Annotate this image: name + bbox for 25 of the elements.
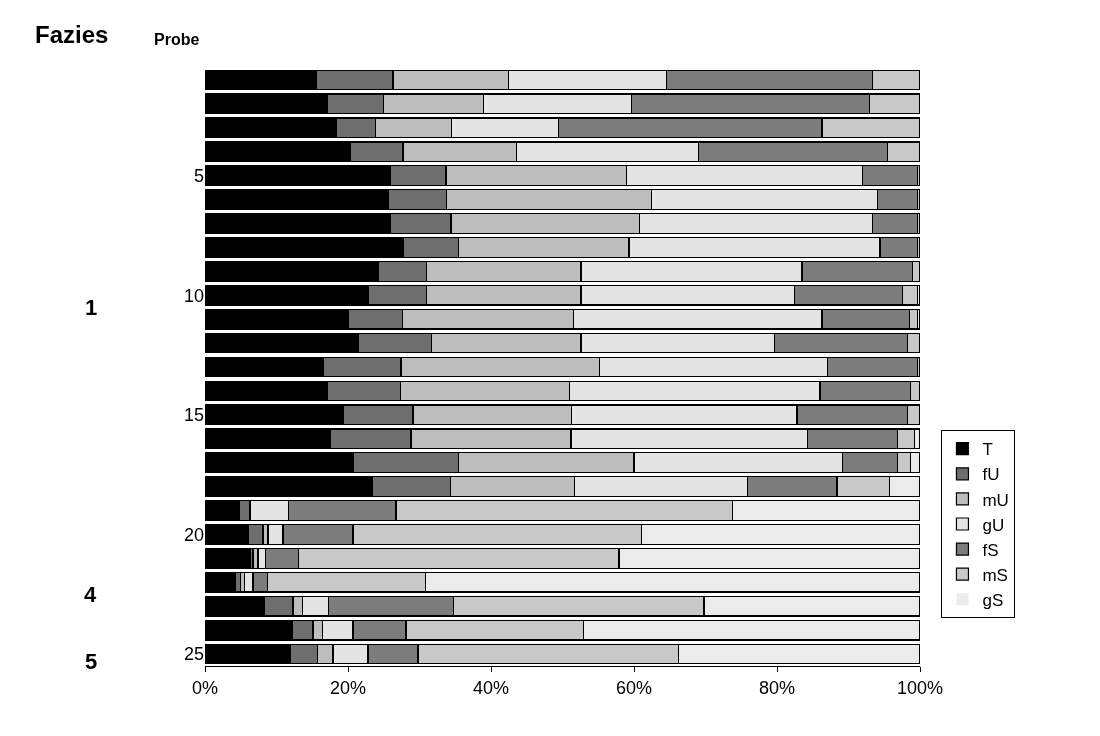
text: 1: [85, 295, 98, 320]
chart-title: Fazies: [35, 21, 109, 48]
legend-label: fS: [982, 540, 999, 560]
x-tick-label: 40%: [472, 677, 510, 698]
legend-label: T: [982, 440, 993, 460]
text: 4: [84, 582, 97, 607]
y-tick-label: 5: [193, 165, 204, 186]
y-tick-label: 20: [183, 524, 204, 545]
bar: [205, 547, 251, 569]
x-tick-label: 0%: [191, 677, 219, 698]
x-tick-label: 20%: [329, 677, 367, 698]
x-tick-label: 60%: [615, 677, 653, 698]
legend-label: mS: [982, 565, 1008, 585]
legend-label: mU: [982, 490, 1009, 510]
y-tick-label: 15: [183, 405, 204, 426]
x-tick-label: 80%: [758, 677, 796, 698]
y-axis-title: Probe: [154, 31, 200, 48]
y-tick-label: 25: [183, 644, 204, 665]
legend-label: fU: [982, 465, 1000, 485]
bar: [205, 571, 236, 593]
legend-label: gU: [982, 515, 1005, 535]
y-tick-label: 10: [183, 285, 204, 306]
text: 5: [85, 649, 98, 674]
x-tick-label: 100%: [896, 677, 944, 698]
legend-label: gS: [982, 590, 1004, 610]
